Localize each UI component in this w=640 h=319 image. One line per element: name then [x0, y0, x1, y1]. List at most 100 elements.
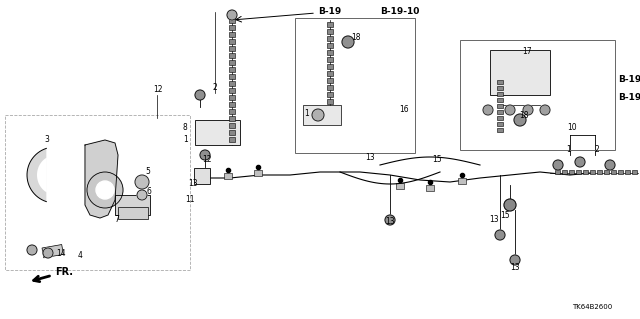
Bar	[194, 168, 210, 184]
Bar	[632, 170, 637, 174]
Bar	[229, 102, 235, 107]
Text: 4: 4	[77, 250, 83, 259]
Text: 10: 10	[567, 123, 577, 132]
Text: 13: 13	[365, 153, 375, 162]
Bar	[229, 46, 235, 51]
Bar	[583, 170, 588, 174]
Bar	[229, 39, 235, 44]
Circle shape	[227, 10, 237, 20]
Text: 13: 13	[385, 218, 395, 226]
Bar	[458, 178, 466, 184]
Bar	[396, 183, 404, 189]
Text: FR.: FR.	[34, 267, 73, 282]
Bar	[490, 50, 550, 95]
Text: 6: 6	[147, 188, 152, 197]
Bar	[327, 92, 333, 97]
Text: 12: 12	[153, 85, 163, 94]
Bar	[229, 137, 235, 142]
Bar	[229, 130, 235, 135]
Circle shape	[342, 36, 354, 48]
Bar	[497, 104, 503, 108]
Bar	[327, 57, 333, 62]
Circle shape	[575, 157, 585, 167]
Circle shape	[312, 109, 324, 121]
Text: 2: 2	[595, 145, 600, 154]
Bar	[562, 170, 567, 174]
Circle shape	[505, 105, 515, 115]
Circle shape	[514, 114, 526, 126]
Bar	[327, 106, 333, 111]
Text: 17: 17	[522, 48, 532, 56]
Bar	[295, 18, 415, 153]
Bar	[327, 99, 333, 104]
Bar	[611, 170, 616, 174]
Bar	[618, 170, 623, 174]
Text: 11: 11	[185, 196, 195, 204]
Bar	[229, 109, 235, 114]
Bar	[229, 32, 235, 37]
Bar	[229, 25, 235, 30]
Circle shape	[504, 199, 516, 211]
Bar	[5, 115, 190, 270]
Bar	[426, 185, 434, 191]
Bar	[327, 78, 333, 83]
Bar	[460, 40, 615, 150]
Bar	[229, 88, 235, 93]
Text: 13: 13	[489, 216, 499, 225]
Bar	[303, 105, 341, 125]
Text: 15: 15	[432, 155, 442, 165]
Bar	[229, 67, 235, 72]
Polygon shape	[27, 148, 46, 202]
Circle shape	[553, 160, 563, 170]
Bar	[597, 170, 602, 174]
Circle shape	[605, 160, 615, 170]
Bar	[254, 170, 262, 176]
Bar	[229, 95, 235, 100]
Bar	[229, 81, 235, 86]
Bar	[327, 64, 333, 69]
Circle shape	[483, 105, 493, 115]
Bar	[497, 122, 503, 126]
Bar	[229, 74, 235, 79]
Bar	[229, 60, 235, 65]
Circle shape	[195, 90, 205, 100]
Bar	[229, 123, 235, 128]
Bar	[229, 116, 235, 121]
Text: 2: 2	[212, 84, 218, 93]
Bar	[497, 128, 503, 132]
Bar	[497, 98, 503, 102]
Text: B-19-10: B-19-10	[618, 76, 640, 85]
Text: B-19-10: B-19-10	[380, 8, 419, 17]
Bar	[229, 53, 235, 58]
Circle shape	[540, 105, 550, 115]
Bar	[118, 207, 148, 219]
Bar	[555, 170, 560, 174]
Text: 13: 13	[510, 263, 520, 272]
Text: 12: 12	[202, 155, 212, 165]
Bar	[42, 245, 63, 258]
Bar	[576, 170, 581, 174]
Polygon shape	[37, 158, 47, 192]
Text: 13: 13	[188, 179, 198, 188]
Text: 15: 15	[500, 211, 510, 219]
Text: TK64B2600: TK64B2600	[572, 304, 612, 310]
Circle shape	[135, 175, 149, 189]
Text: 18: 18	[351, 33, 361, 42]
Bar	[327, 71, 333, 76]
Bar	[590, 170, 595, 174]
Bar	[497, 86, 503, 90]
Bar	[497, 92, 503, 96]
Text: 1: 1	[184, 136, 188, 145]
Text: 3: 3	[45, 136, 49, 145]
Bar	[115, 195, 150, 215]
Text: 18: 18	[519, 112, 529, 121]
Circle shape	[200, 150, 210, 160]
Circle shape	[27, 245, 37, 255]
Bar	[604, 170, 609, 174]
Bar	[569, 170, 574, 174]
Text: 8: 8	[182, 123, 188, 132]
Circle shape	[137, 190, 147, 200]
Text: 5: 5	[145, 167, 150, 176]
Circle shape	[43, 248, 53, 258]
Circle shape	[510, 255, 520, 265]
